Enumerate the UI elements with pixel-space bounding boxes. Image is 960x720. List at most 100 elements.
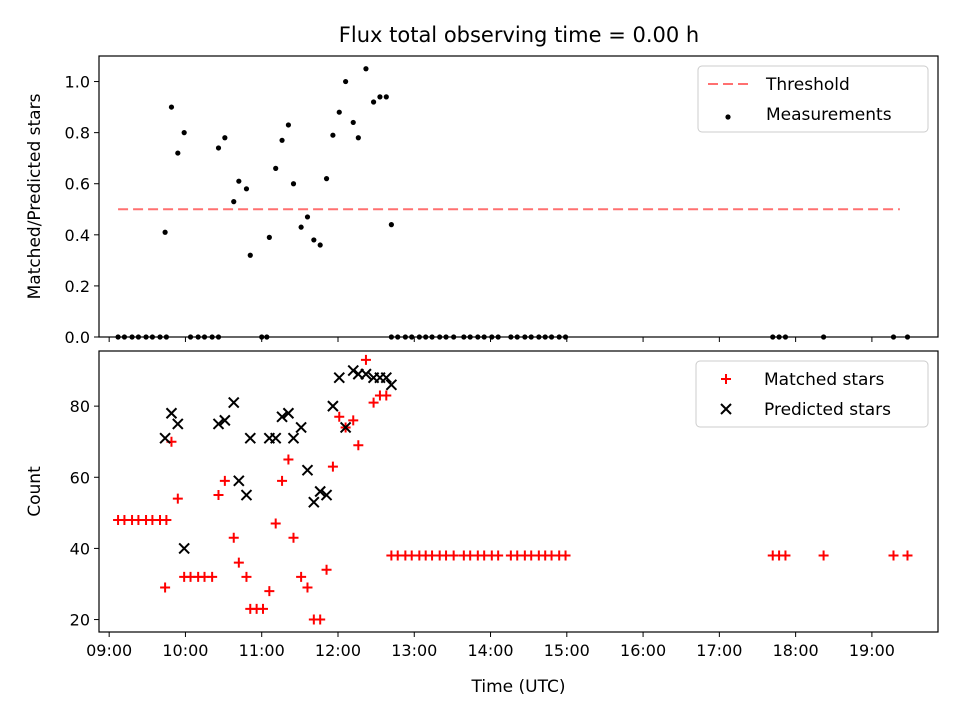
measurement-point [383, 94, 389, 100]
predicted-star-point [308, 496, 320, 508]
measurement-point [247, 252, 253, 258]
y-axis-label: Count [25, 466, 45, 517]
predicted-star-point [360, 368, 372, 380]
predicted-star-point [212, 418, 225, 430]
measurement-point [279, 137, 285, 143]
matched-star-point [296, 571, 307, 582]
matched-star-point [888, 550, 899, 561]
matched-star-point [241, 571, 252, 582]
measurement-point [323, 176, 330, 182]
matched-star-point [780, 550, 791, 561]
matched-star-point [302, 582, 313, 593]
legend-label: Predicted stars [764, 400, 891, 420]
top-panel: 0.0 0.2 0.4 0.6 0.8 1.0 Matched/Predicted star… [25, 55, 939, 347]
legend-label: Matched stars [764, 370, 884, 390]
matched-star-point [381, 390, 392, 401]
legend-box [697, 65, 929, 133]
matched-star-point [219, 475, 230, 486]
matched-star-point [257, 603, 268, 614]
matched-star-point [560, 550, 571, 561]
predicted-star-point [282, 407, 295, 419]
predicted-star-point [295, 421, 307, 434]
chart-title: Flux total observing time = 0.00 h [339, 23, 699, 47]
measurement-point [215, 145, 222, 151]
x-axis-label: Time (UTC) [471, 677, 566, 697]
predicted-star-point [314, 485, 326, 498]
measurement-point [175, 150, 181, 156]
predicted-star-point [244, 432, 256, 444]
matched-star-point [493, 550, 504, 561]
predicted-star-point [287, 432, 300, 444]
predicted-star-point [276, 411, 288, 423]
measurement-point [311, 237, 317, 243]
y-tick-label: 0.8 [65, 124, 90, 143]
x-tick-label: 11:00 [239, 641, 285, 660]
y-tick-label: 1.0 [65, 73, 90, 92]
measurement-point [243, 186, 250, 192]
y-tick-label: 60 [70, 468, 90, 487]
y-axis-label: Matched/Predicted stars [25, 93, 45, 299]
matched-star-point [902, 550, 913, 561]
x-tick-label: 18:00 [773, 641, 819, 660]
measurement-point [168, 104, 175, 110]
matched-star-point [233, 557, 244, 568]
y-tick-label: 0.0 [65, 328, 90, 347]
matched-star-point [207, 571, 218, 582]
measurement-point [285, 122, 292, 128]
predicted-star-point [301, 464, 314, 476]
matched-star-point [334, 411, 345, 422]
x-tick-label: 09:00 [86, 641, 132, 660]
matched-star-point [288, 532, 299, 543]
predicted-star-point [380, 371, 393, 384]
legend-label: Measurements [766, 105, 892, 125]
measurement-point [370, 99, 377, 105]
predicted-star-point [269, 432, 282, 444]
y-tick-label: 40 [70, 539, 90, 558]
legend-predicted-swatch [720, 403, 732, 415]
predicted-star-point [159, 432, 171, 444]
predicted-star-point [233, 475, 245, 487]
legend-box [695, 360, 929, 428]
matched-star-point [321, 564, 332, 575]
x-tick-label: 13:00 [391, 641, 437, 660]
measurement-point [236, 178, 242, 184]
predicted-star-point [165, 407, 178, 419]
measurement-point [273, 165, 279, 171]
x-tick-label: 14:00 [467, 641, 513, 660]
measurement-point [355, 135, 361, 141]
matched-star-point [360, 354, 371, 365]
x-tick-label: 10:00 [162, 641, 208, 660]
matched-star-point [368, 397, 379, 408]
measurement-point [336, 109, 342, 115]
matched-star-point [228, 532, 239, 543]
matched-star-point [315, 614, 326, 625]
predicted-star-point [327, 400, 339, 412]
matched-star-point [327, 461, 338, 472]
predicted-star-point [219, 414, 231, 427]
x-tick-label: 17:00 [696, 641, 742, 660]
measurement-point [377, 94, 383, 100]
x-tick-label: 12:00 [315, 641, 361, 660]
matched-star-point [353, 440, 364, 451]
measurement-point [222, 135, 228, 141]
predicted-star-point [228, 396, 240, 409]
predicted-star-point [347, 364, 359, 377]
measurement-point [350, 119, 356, 126]
x-tick-label: 16:00 [620, 641, 666, 660]
matched-star-point [348, 415, 359, 426]
plot-frame [98, 55, 939, 338]
matched-star-point [172, 493, 183, 504]
y-tick-label: 80 [70, 397, 90, 416]
bottom-panel: 20 40 60 80 09:00 10:00 11:00 12:00 13:00 14:00 15… [25, 350, 939, 697]
measurement-point [388, 222, 394, 228]
measurement-point [304, 214, 311, 220]
predicted-star-point [339, 421, 352, 434]
predicted-star-point [178, 542, 190, 555]
measurement-point [290, 181, 297, 187]
plot-frame [98, 350, 939, 633]
matched-star-point [160, 582, 171, 593]
predicted-star-point [333, 371, 345, 384]
measurement-point [181, 130, 187, 136]
measurement-point [317, 242, 323, 248]
